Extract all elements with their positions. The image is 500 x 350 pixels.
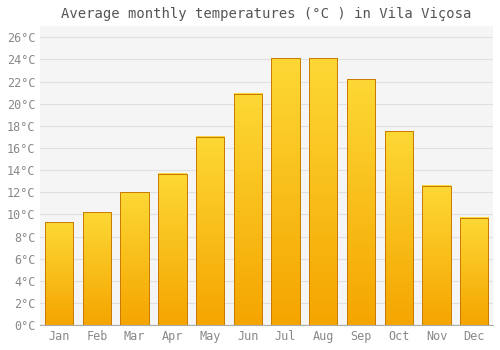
Bar bbox=[384, 132, 413, 325]
Bar bbox=[234, 94, 262, 325]
Bar bbox=[45, 222, 74, 325]
Bar bbox=[460, 218, 488, 325]
Bar bbox=[196, 137, 224, 325]
Bar bbox=[347, 79, 375, 325]
Bar bbox=[309, 58, 338, 325]
Bar bbox=[272, 58, 299, 325]
Title: Average monthly temperatures (°C ) in Vila Viçosa: Average monthly temperatures (°C ) in Vi… bbox=[62, 7, 472, 21]
Bar bbox=[83, 212, 111, 325]
Bar bbox=[120, 193, 149, 325]
Bar bbox=[422, 186, 450, 325]
Bar bbox=[158, 174, 186, 325]
